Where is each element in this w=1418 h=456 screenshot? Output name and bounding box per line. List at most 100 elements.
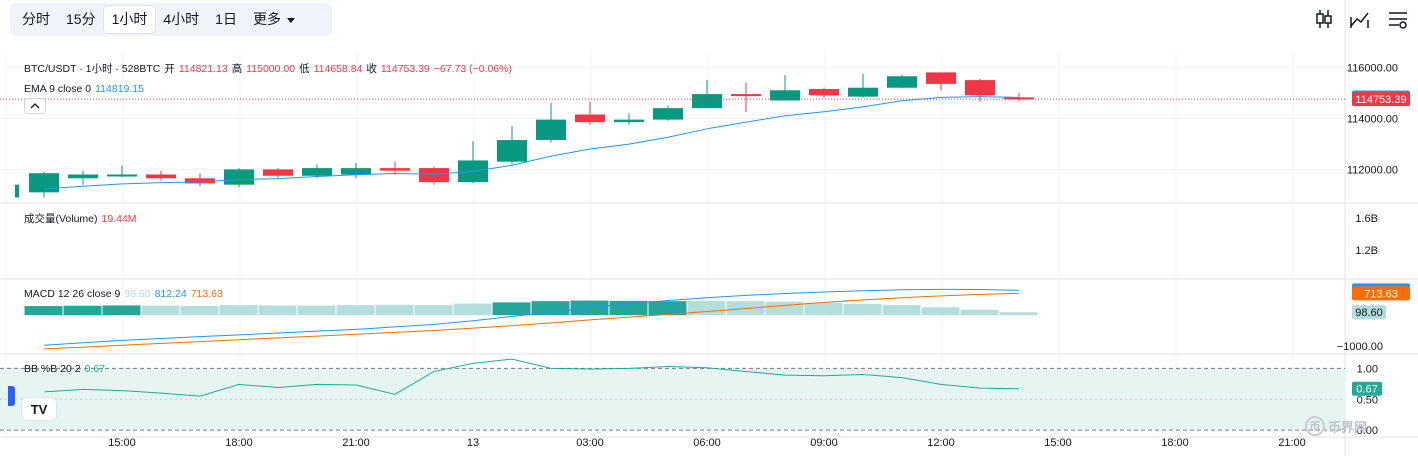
ohlc-legend-part-3: 高	[232, 62, 243, 75]
macd-hist-bar-19	[765, 301, 804, 316]
ohlc-legend-part-0: BTC/USDT · 1小时 · 528BTC	[24, 63, 161, 75]
price-tick-0: 116000.00	[1347, 62, 1398, 74]
settings-icon[interactable]	[1387, 8, 1409, 30]
candle-body-15	[614, 119, 644, 123]
time-axis: 15:00 18:00 21:00 13 03:00 06:00 09:00 12:00 15:…	[108, 437, 1306, 449]
candle-body-20	[809, 89, 839, 96]
watermark: 币 币界网	[1305, 414, 1367, 438]
timeframe-toolbar: 分时 15分 1小时 4小时 1日 更多	[10, 3, 332, 36]
candle-body-3	[146, 174, 176, 179]
macd-hist-bar-3	[141, 305, 180, 316]
candle-body-24	[965, 80, 995, 96]
bb-tick-2: 0.00	[1357, 425, 1378, 437]
ohlc-legend-part-5: 低	[299, 62, 310, 75]
bb-badge-bg	[1352, 381, 1382, 396]
price-pane	[0, 66, 1345, 198]
tradingview-logo[interactable]: TV	[22, 398, 56, 420]
hist-badge-bg	[1352, 305, 1386, 320]
macd-hist-bar-24	[960, 309, 999, 316]
ohlc-legend-part-2: 114821.13	[179, 63, 228, 75]
macd-legend-part-2: 812.24	[155, 288, 187, 300]
candle-partial	[15, 184, 19, 198]
ohlc-legend: BTC/USDT · 1小时 · 528BTC 开 114821.13 高 115000…	[24, 62, 512, 75]
pane-resize-handle[interactable]	[8, 386, 15, 406]
candle-body-2	[107, 174, 137, 177]
time-tick-3: 13	[467, 437, 479, 449]
macd-hist-bar-2	[102, 305, 141, 316]
bb-badge-text: 0.67	[1356, 384, 1377, 396]
macd-hist-bar-6	[258, 305, 297, 316]
macd-hist-bar-8	[336, 305, 375, 316]
candle-body-4	[185, 178, 215, 184]
hist-badge-text: 98.60	[1355, 307, 1383, 319]
ema-legend: EMA 9 close 0 114819.15	[24, 83, 144, 95]
macd-hist-bar-16	[648, 301, 687, 316]
signal-badge-bg	[1352, 286, 1410, 301]
macd-hist-bar-10	[414, 305, 453, 316]
candle-body-23	[926, 72, 956, 84]
candle-body-6	[263, 169, 293, 176]
bb-tick-mid: 0.50	[1357, 394, 1378, 406]
ohlc-legend-part-9: −67.73 (−0.06%)	[434, 63, 512, 75]
macd-hist-bar-9	[375, 304, 414, 316]
legend-collapse-button[interactable]	[24, 98, 46, 114]
bb-legend-part-0: BB %B 20 2	[24, 363, 81, 375]
ohlc-legend-part-4: 115000.00	[246, 63, 295, 75]
last-price-badge: 114753.39	[1352, 92, 1410, 107]
timeframe-0[interactable]: 分时	[22, 11, 50, 27]
macd-hist-bar-0	[24, 306, 63, 316]
time-tick-9: 18:00	[1161, 437, 1189, 449]
candle-body-19	[770, 90, 800, 101]
coin-icon: 币	[1305, 416, 1325, 436]
timeframe-5[interactable]: 更多	[245, 6, 303, 33]
candle-body-22	[887, 76, 917, 88]
bb-legend: BB %B 20 2 0.67	[24, 363, 105, 375]
bb-percent-line	[43, 358, 1020, 397]
candle-body-17	[692, 94, 722, 109]
time-tick-6: 09:00	[810, 437, 838, 449]
volume-legend: 成交量(Volume) 19.44M	[24, 212, 137, 225]
macd-legend-part-0: MACD 12 26 close 9	[24, 288, 120, 300]
timeframe-1[interactable]: 15分	[66, 11, 96, 27]
macd-legend: MACD 12 26 close 9 98.60 812.24 713.63	[24, 288, 223, 300]
candle-body-16	[653, 108, 683, 120]
candle-body-12	[497, 140, 527, 162]
bb-legend-part-1: 0.67	[85, 363, 106, 375]
macd-hist-bar-17	[687, 300, 726, 316]
timeframe-4[interactable]: 1日	[215, 11, 237, 27]
macd-hist-bar-23	[921, 307, 960, 316]
ohlc-legend-part-8: 114753.39	[381, 63, 430, 75]
signal-badge: 713.63	[1352, 286, 1410, 301]
ohlc-legend-part-7: 收	[366, 62, 377, 75]
price-tick-2: 112000.00	[1347, 164, 1398, 176]
candle-body-10	[419, 168, 449, 183]
indicators-icon[interactable]	[1349, 8, 1371, 30]
candle-body-21	[848, 87, 878, 97]
time-tick-0: 15:00	[108, 437, 136, 449]
volume-tick-1: 1.2B	[1355, 245, 1378, 257]
timeframe-3[interactable]: 4小时	[163, 11, 200, 27]
volume-tick-0: 1.6B	[1355, 213, 1378, 225]
macd-hist-bar-5	[219, 305, 258, 316]
candle-body-14	[575, 114, 605, 123]
timeframe-2[interactable]: 1小时	[103, 6, 156, 33]
time-tick-8: 15:00	[1044, 437, 1072, 449]
price-tick-1: 114000.00	[1347, 113, 1398, 125]
macd-hist-bar-13	[531, 301, 570, 316]
candle-body-0	[29, 173, 59, 193]
candle-body-7	[302, 168, 332, 176]
macd-pane	[24, 288, 1038, 350]
candle-body-13	[536, 119, 566, 141]
candles-icon[interactable]	[1313, 8, 1335, 30]
candle-body-1	[68, 174, 98, 179]
ohlc-legend-part-6: 114658.84	[314, 63, 363, 75]
hist-badge: 98.60	[1352, 305, 1386, 320]
legends: BTC/USDT · 1小时 · 528BTC 开 114821.13 高 115000…	[24, 62, 512, 375]
ema-legend-part-0: EMA 9 close 0	[24, 83, 91, 95]
candle-body-25	[1004, 97, 1034, 100]
candle-body-8	[341, 168, 371, 175]
time-tick-7: 12:00	[927, 437, 955, 449]
candle-body-9	[380, 168, 410, 171]
price-axis: 116000.00114000.00112000.00114819.151147…	[1337, 62, 1410, 437]
